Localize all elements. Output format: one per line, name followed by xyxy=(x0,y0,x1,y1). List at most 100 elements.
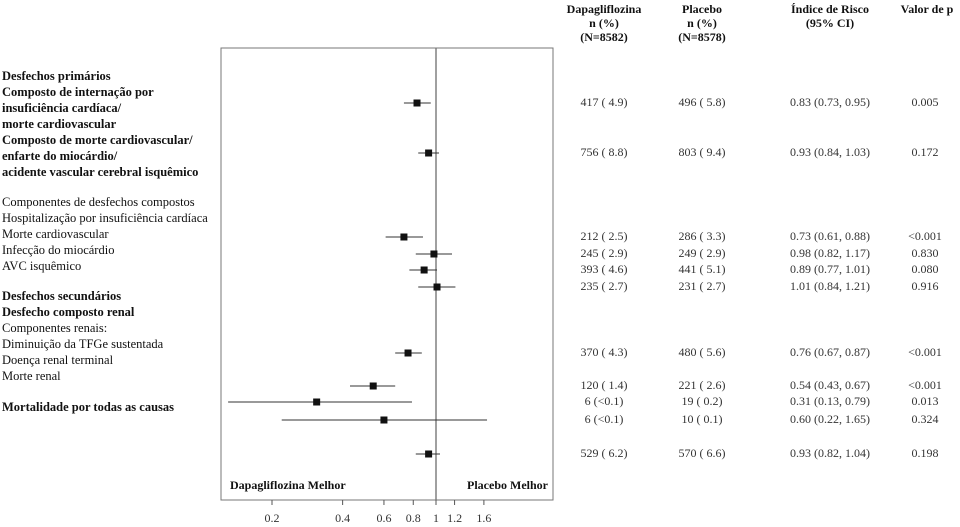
cell-hr: 0.73 (0.61, 0.88) xyxy=(790,229,870,243)
hr-point xyxy=(400,233,408,241)
cell-placebo: 803 ( 9.4) xyxy=(678,145,726,159)
cell-placebo: 221 ( 2.6) xyxy=(678,378,726,392)
row-label: Componentes de desfechos compostos xyxy=(2,195,195,209)
cell-hr: 0.89 (0.77, 1.01) xyxy=(790,262,870,276)
cell-placebo: 19 ( 0.2) xyxy=(681,394,723,408)
cell-placebo: 10 ( 0.1) xyxy=(681,412,723,426)
row-label: Doença renal terminal xyxy=(2,353,114,367)
x-tick-label: 0.2 xyxy=(265,511,280,525)
header-line: Placebo xyxy=(682,2,722,16)
row-label: Diminuição da TFGe sustentada xyxy=(2,337,164,351)
x-tick-label: 1.2 xyxy=(447,511,462,525)
hr-point xyxy=(430,250,438,258)
cell-hr: 0.54 (0.43, 0.67) xyxy=(790,378,870,392)
cell-p: 0.080 xyxy=(911,262,939,276)
header-hr: Índice de Risco (95% CI) xyxy=(765,2,895,30)
header-line: Dapagliflozina xyxy=(566,2,642,16)
cell-hr: 0.98 (0.82, 1.17) xyxy=(790,246,870,260)
favor-right-label: Placebo Melhor xyxy=(467,478,549,492)
row-label: Composto de internação por xyxy=(2,85,154,99)
cell-hr: 0.93 (0.82, 1.04) xyxy=(790,446,870,460)
cell-placebo: 286 ( 3.3) xyxy=(678,229,726,243)
cell-dapa: 120 ( 1.4) xyxy=(580,378,628,392)
cell-hr: 0.76 (0.67, 0.87) xyxy=(790,345,870,359)
cell-dapa: 370 ( 4.3) xyxy=(580,345,628,359)
plot-frame xyxy=(220,47,554,501)
x-tick-label: 0.8 xyxy=(406,511,421,525)
cell-p: 0.013 xyxy=(911,394,939,408)
cell-dapa: 235 ( 2.7) xyxy=(580,279,628,293)
cell-placebo: 480 ( 5.6) xyxy=(678,345,726,359)
cell-p: 0.324 xyxy=(911,412,939,426)
cell-hr: 1.01 (0.84, 1.21) xyxy=(790,279,870,293)
forest-marks xyxy=(228,48,488,500)
cell-p: 0.830 xyxy=(911,246,939,260)
hr-point xyxy=(433,283,441,291)
cell-hr: 0.83 (0.73, 0.95) xyxy=(790,95,870,109)
cell-dapa: 245 ( 2.9) xyxy=(580,246,628,260)
cell-p: 0.005 xyxy=(911,95,939,109)
cell-p: 0.172 xyxy=(911,145,939,159)
cell-dapa: 393 ( 4.6) xyxy=(580,262,628,276)
cell-dapa: 756 ( 8.8) xyxy=(580,145,628,159)
cell-placebo: 496 ( 5.8) xyxy=(678,95,726,109)
cell-p: <0.001 xyxy=(908,229,942,243)
header-placebo: Placebo n (%) (N=8578) xyxy=(652,2,752,44)
row-label: acidente vascular cerebral isquêmico xyxy=(2,165,199,179)
row-label: Mortalidade por todas as causas xyxy=(2,400,175,414)
hr-point xyxy=(369,382,377,390)
cell-dapa: 6 (<0.1) xyxy=(584,394,624,408)
header-dapa: Dapagliflozina n (%) (N=8582) xyxy=(544,2,664,44)
cell-p: <0.001 xyxy=(908,345,942,359)
hr-point xyxy=(404,349,412,357)
row-label: Componentes renais: xyxy=(2,321,108,335)
hr-point xyxy=(413,99,421,107)
x-tick-label: 0.6 xyxy=(376,511,391,525)
cell-hr: 0.60 (0.22, 1.65) xyxy=(790,412,870,426)
cell-dapa: 417 ( 4.9) xyxy=(580,95,628,109)
row-label: morte cardiovascular xyxy=(2,117,117,131)
header-p: Valor de p xyxy=(892,2,960,16)
header-line: (N=8578) xyxy=(678,30,726,44)
cell-p: 0.916 xyxy=(911,279,939,293)
favor-left-label: Dapagliflozina Melhor xyxy=(230,478,346,492)
cell-hr: 0.31 (0.13, 0.79) xyxy=(790,394,870,408)
header-line: (N=8582) xyxy=(580,30,628,44)
hr-point xyxy=(425,450,433,458)
row-label: Infecção do miocárdio xyxy=(2,243,115,257)
cell-dapa: 212 ( 2.5) xyxy=(580,229,628,243)
x-tick-label: 1 xyxy=(433,511,439,525)
cell-hr: 0.93 (0.84, 1.03) xyxy=(790,145,870,159)
row-label: Desfechos primários xyxy=(2,69,111,83)
x-tick-label: 1.6 xyxy=(476,511,491,525)
row-label: Morte cardiovascular xyxy=(2,227,109,241)
row-label: enfarte do miocárdio/ xyxy=(2,149,118,163)
cell-placebo: 570 ( 6.6) xyxy=(678,446,726,460)
cell-dapa: 529 ( 6.2) xyxy=(580,446,628,460)
cell-p: <0.001 xyxy=(908,378,942,392)
row-label: Desfecho composto renal xyxy=(2,305,135,319)
row-label: AVC isquêmico xyxy=(2,259,82,273)
row-label: Desfechos secundários xyxy=(2,289,122,303)
hr-point xyxy=(425,149,433,157)
x-tick-label: 0.4 xyxy=(335,511,350,525)
header-line: Valor de p xyxy=(900,2,954,16)
header-line: n (%) xyxy=(589,16,619,30)
header-line: n (%) xyxy=(687,16,717,30)
hr-point xyxy=(313,398,321,406)
hr-point xyxy=(380,416,388,424)
hr-point xyxy=(420,266,428,274)
row-label: Hospitalização por insuficiência cardíac… xyxy=(2,211,208,225)
header-line: (95% CI) xyxy=(805,16,855,30)
cell-placebo: 249 ( 2.9) xyxy=(678,246,726,260)
cell-p: 0.198 xyxy=(911,446,939,460)
header-line: Índice de Risco xyxy=(791,2,869,16)
cell-dapa: 6 (<0.1) xyxy=(584,412,624,426)
row-label: Morte renal xyxy=(2,369,61,383)
row-label: Composto de morte cardiovascular/ xyxy=(2,133,193,147)
cell-placebo: 231 ( 2.7) xyxy=(678,279,726,293)
x-axis: 0.2 0.4 0.6 0.8 1 1.2 1.6 xyxy=(265,500,491,525)
cell-placebo: 441 ( 5.1) xyxy=(678,262,726,276)
row-label: insuficiência cardíaca/ xyxy=(2,101,122,115)
